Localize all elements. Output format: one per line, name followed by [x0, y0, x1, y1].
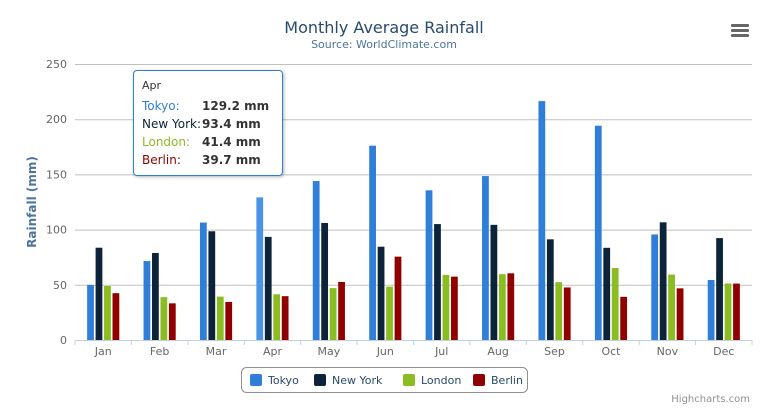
tooltip: Apr Tokyo: 129.2 mm New York: 93.4 mm Lond…	[133, 70, 283, 176]
bar-new-york	[95, 247, 103, 340]
bar-berlin	[451, 276, 458, 340]
x-tick-label: Dec	[713, 345, 734, 358]
bar-london	[273, 294, 281, 340]
bar-tokyo	[256, 197, 264, 340]
legend-item: Berlin	[491, 374, 523, 387]
x-tick-label: Feb	[150, 345, 169, 358]
tooltip-row: Tokyo: 129.2 mm	[142, 99, 270, 113]
bar-berlin	[168, 303, 176, 340]
bar-new-york	[377, 246, 385, 340]
bar-tokyo	[199, 222, 207, 340]
bar-berlin	[281, 296, 289, 340]
bar-new-york	[716, 238, 723, 340]
bar-tokyo	[143, 261, 151, 340]
bar-tokyo	[369, 145, 376, 340]
tooltip-header: Apr	[142, 79, 162, 92]
x-tick-label: Jul	[434, 345, 448, 358]
legend-symbol	[314, 374, 326, 386]
x-tick-label: Nov	[657, 345, 679, 358]
tooltip-row: London: 41.4 mm	[142, 135, 261, 149]
bar-new-york	[208, 231, 216, 340]
bar-berlin	[620, 296, 628, 340]
bar-london	[498, 274, 506, 340]
legend-item: London	[421, 374, 461, 387]
bar-london	[442, 274, 450, 340]
bar-new-york	[434, 224, 441, 340]
x-tick-label: Mar	[206, 345, 227, 358]
bar-london	[216, 296, 224, 340]
bar-london	[386, 286, 393, 340]
bar-tokyo	[312, 181, 320, 340]
bar-tokyo	[425, 190, 433, 340]
bar-new-york	[603, 247, 611, 340]
credits-link: Highcharts.com	[671, 394, 750, 405]
x-tick-label: Jan	[94, 345, 112, 358]
bar-london	[668, 274, 675, 340]
y-tick-label: 100	[46, 224, 67, 237]
legend-symbol	[403, 374, 415, 386]
bar-london	[104, 286, 111, 340]
y-tick-label: 200	[46, 113, 67, 126]
legend-symbol	[473, 374, 485, 386]
bar-tokyo	[594, 125, 602, 341]
hamburger-menu-icon[interactable]	[731, 22, 749, 38]
x-tick-label: Oct	[601, 345, 621, 358]
bar-tokyo	[651, 234, 659, 340]
x-tick-label: Apr	[263, 345, 283, 358]
bar-berlin	[338, 281, 345, 340]
tooltip-row: New York: 93.4 mm	[142, 117, 261, 131]
bar-berlin	[112, 293, 120, 340]
bar-berlin	[563, 287, 571, 340]
bar-new-york	[546, 239, 554, 340]
bar-berlin	[394, 256, 402, 340]
bar-london	[329, 288, 337, 340]
bar-berlin	[225, 301, 233, 340]
y-tick-label: 0	[60, 334, 67, 347]
bar-tokyo	[538, 101, 546, 341]
tooltip-row: Berlin: 39.7 mm	[142, 153, 261, 167]
bar-berlin	[507, 273, 515, 340]
x-tick-label: Aug	[487, 345, 508, 358]
legend-item: New York	[332, 374, 383, 387]
legend-item: Tokyo	[267, 374, 299, 387]
chart-title: Monthly Average Rainfall	[284, 18, 483, 37]
legend-symbol	[250, 374, 262, 386]
bar-new-york	[490, 224, 498, 340]
bar-new-york	[321, 222, 329, 340]
bar-london	[555, 282, 563, 340]
bar-berlin	[676, 288, 684, 340]
x-tick-label: Sep	[544, 345, 565, 358]
bar-london	[724, 283, 732, 340]
x-tick-label: Jun	[376, 345, 394, 358]
bar-tokyo	[707, 279, 715, 340]
y-tick-label: 150	[46, 168, 67, 181]
bar-tokyo	[482, 176, 489, 340]
y-tick-label: 50	[53, 279, 67, 292]
bar-berlin	[733, 283, 740, 340]
x-tick-label: May	[318, 345, 341, 358]
bar-new-york	[264, 236, 272, 340]
legend-box	[241, 367, 528, 393]
y-axis-label: Rainfall (mm)	[25, 156, 39, 248]
bar-tokyo	[87, 284, 94, 340]
y-tick-label: 250	[46, 58, 67, 71]
bar-new-york	[659, 222, 667, 340]
bar-new-york	[152, 253, 159, 340]
bar-london	[160, 297, 168, 340]
chart-subtitle: Source: WorldClimate.com	[311, 38, 457, 51]
bar-london	[611, 268, 619, 340]
